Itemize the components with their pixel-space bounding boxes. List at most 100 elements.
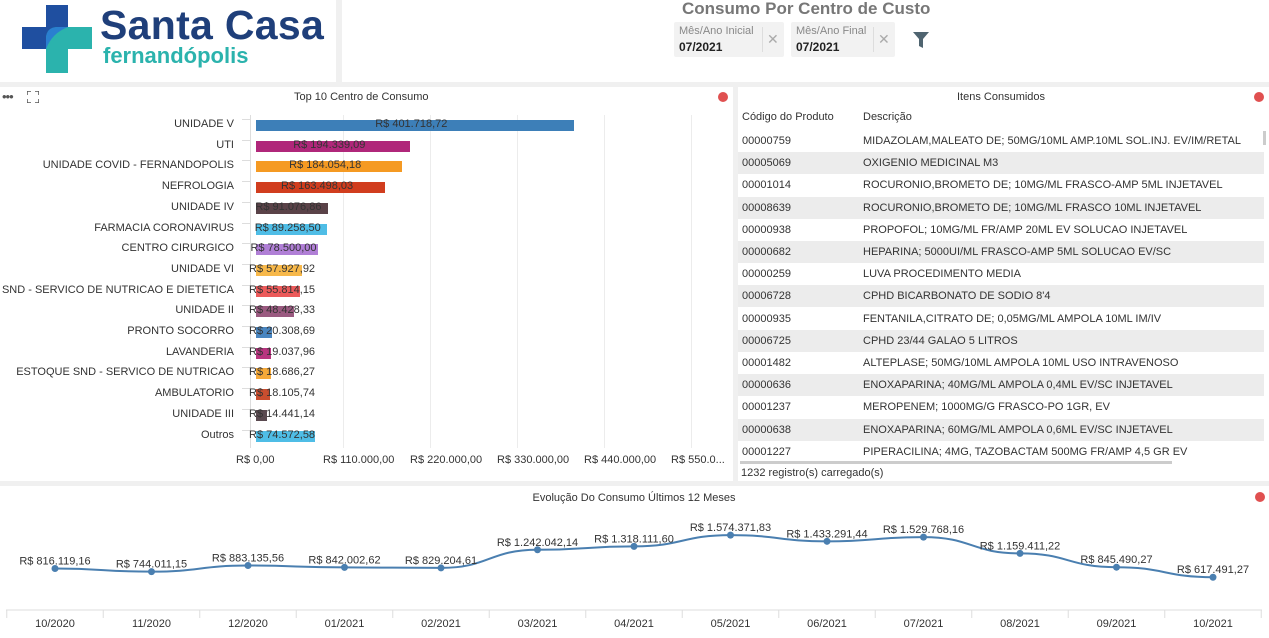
data-point-label: R$ 1.242.042,14 <box>497 537 578 549</box>
y-tick-mark <box>242 119 250 120</box>
month-label: 06/2021 <box>807 618 847 630</box>
category-label: NEFROLOGIA <box>161 180 234 193</box>
gridline <box>604 115 605 448</box>
y-tick-mark <box>242 326 250 327</box>
table-row[interactable]: 00006728 CPHD BICARBONATO DE SODIO 8'4 <box>738 285 1264 308</box>
bar[interactable] <box>256 120 574 131</box>
data-point[interactable] <box>630 542 638 550</box>
table-row[interactable]: 00001482 ALTEPLASE; 50MG/10ML AMPOLA 10ML… <box>738 352 1264 374</box>
month-label: 12/2020 <box>228 618 268 630</box>
bar[interactable] <box>256 264 302 276</box>
bar[interactable] <box>256 223 327 235</box>
y-tick-mark <box>242 139 250 141</box>
bar[interactable] <box>256 430 315 442</box>
description-cell: ENOXAPARINA; 60MG/ML AMPOLA 0,6ML EV/SC … <box>863 423 1173 436</box>
y-tick-mark <box>242 222 250 224</box>
start-date-filter[interactable]: Mês/Ano Inicial 07/2021 ✕ <box>674 22 784 57</box>
close-icon[interactable]: ✕ <box>767 31 779 47</box>
data-point[interactable] <box>1209 573 1217 581</box>
bar[interactable] <box>256 347 272 359</box>
bar[interactable] <box>256 140 410 152</box>
bar[interactable] <box>256 327 273 338</box>
data-point-label: R$ 1.159.411,22 <box>980 540 1061 552</box>
table-row[interactable]: 00001237 MEROPENEM; 1000MG/G FRASCO-PO 1G… <box>738 396 1264 418</box>
bar[interactable] <box>256 368 271 380</box>
table-row[interactable]: 00000682 HEPARINA; 5000UI/ML FRASCO-AMP 5… <box>738 241 1264 263</box>
table-row[interactable]: 00000759 MIDAZOLAM,MALEATO DE; 50MG/10ML … <box>738 130 1264 152</box>
description-cell: CPHD BICARBONATO DE SODIO 8'4 <box>863 290 1051 303</box>
y-tick-mark <box>242 305 250 307</box>
data-point[interactable] <box>341 563 348 571</box>
status-dot-icon <box>1255 492 1265 502</box>
data-point-label: R$ 1.318.111,60 <box>594 533 674 545</box>
gridline <box>430 115 431 448</box>
table-row[interactable]: 00001014 ROCURONIO,BROMETO DE; 10MG/ML FR… <box>738 174 1264 196</box>
data-point-label: R$ 1.529.768,16 <box>883 524 964 536</box>
table-row[interactable]: 00001227 PIPERACILINA; 4MG, TAZOBACTAM 50… <box>738 441 1264 463</box>
table-row[interactable]: 00000638 ENOXAPARINA; 60MG/ML AMPOLA 0,6M… <box>738 418 1264 441</box>
x-tick-label: R$ 440.000,00 <box>584 454 657 466</box>
bar[interactable] <box>256 285 301 297</box>
data-point[interactable] <box>534 546 541 554</box>
logo-title: Santa Casa <box>100 2 325 48</box>
logo: Santa Casa fernandópolis <box>0 0 336 82</box>
data-point[interactable] <box>244 562 252 570</box>
month-label: 05/2021 <box>711 618 751 630</box>
product-code-cell: 00000938 <box>742 223 791 236</box>
funnel-icon[interactable] <box>912 31 930 49</box>
bar[interactable] <box>256 182 386 194</box>
table-row[interactable]: 00008639 ROCURONIO,BROMETO DE; 10MG/ML FR… <box>738 196 1264 219</box>
bar[interactable] <box>256 389 271 401</box>
data-point[interactable] <box>1016 549 1024 557</box>
more-dots-icon[interactable]: ••• <box>2 89 14 104</box>
bar[interactable] <box>256 202 329 214</box>
horizontal-scrollbar[interactable] <box>740 461 1172 464</box>
product-code-cell: 00001014 <box>742 179 791 192</box>
data-point[interactable] <box>727 531 734 539</box>
bar[interactable] <box>256 161 402 173</box>
status-dot-icon <box>718 92 728 102</box>
table-row[interactable]: 00005069 OXIGENIO MEDICINAL M3 <box>738 152 1264 175</box>
bar[interactable] <box>256 244 319 256</box>
data-point[interactable] <box>437 564 445 572</box>
end-date-value[interactable]: 07/2021 <box>796 40 840 54</box>
bar-value-label: R$ 401.718,72 <box>375 118 448 130</box>
bar-value-label: R$ 78.500,00 <box>250 242 317 255</box>
table-row[interactable]: 00000935 FENTANILA,CITRATO DE; 0,05MG/ML … <box>738 308 1264 330</box>
data-point[interactable] <box>1113 563 1120 571</box>
expand-icon[interactable] <box>27 91 39 103</box>
close-icon[interactable]: ✕ <box>878 31 890 47</box>
line-chart-title: Evolução Do Consumo Últimos 12 Meses <box>533 491 736 504</box>
table-row[interactable]: 00000259 LUVA PROCEDIMENTO MEDIA <box>738 263 1264 285</box>
bar-value-label: R$ 184.054,18 <box>289 159 362 172</box>
x-tick-label: R$ 550.0... <box>671 454 725 466</box>
bar-value-label: R$ 18.686,27 <box>249 366 316 379</box>
start-date-value[interactable]: 07/2021 <box>679 40 723 54</box>
column-header-description[interactable]: Descrição <box>863 111 912 123</box>
data-point[interactable] <box>823 537 831 545</box>
y-tick-mark <box>242 284 250 286</box>
table-row[interactable]: 00006725 CPHD 23/44 GALAO 5 LITROS <box>738 329 1264 352</box>
data-point[interactable] <box>920 533 927 541</box>
table-row[interactable]: 00000636 ENOXAPARINA; 40MG/ML AMPOLA 0,4M… <box>738 374 1264 397</box>
data-point[interactable] <box>51 564 59 572</box>
data-point-label: R$ 816.119,16 <box>19 555 90 567</box>
table-row[interactable]: 00000938 PROPOFOL; 10MG/ML FR/AMP 20ML EV… <box>738 219 1264 241</box>
y-tick-mark <box>242 160 250 162</box>
bar-value-label: R$ 48.428,33 <box>249 304 316 317</box>
category-label: Outros <box>200 428 234 441</box>
description-cell: MIDAZOLAM,MALEATO DE; 50MG/10ML AMP.10ML… <box>863 135 1241 147</box>
bar[interactable] <box>256 306 295 318</box>
y-tick-mark <box>242 408 250 410</box>
data-point-label: R$ 845.490,27 <box>1080 554 1152 566</box>
bar-value-label: R$ 74.572,58 <box>249 428 316 441</box>
column-header-product-code[interactable]: Código do Produto <box>742 111 834 123</box>
bar-value-label: R$ 14.441,14 <box>249 407 316 420</box>
end-date-filter[interactable]: Mês/Ano Final 07/2021 ✕ <box>791 22 895 57</box>
bar[interactable] <box>256 409 268 421</box>
data-point-label: R$ 617.491,27 <box>1177 564 1249 576</box>
description-cell: ENOXAPARINA; 40MG/ML AMPOLA 0,4ML EV/SC … <box>863 379 1173 392</box>
data-point[interactable] <box>148 568 155 576</box>
vertical-scrollbar[interactable] <box>1263 131 1266 145</box>
